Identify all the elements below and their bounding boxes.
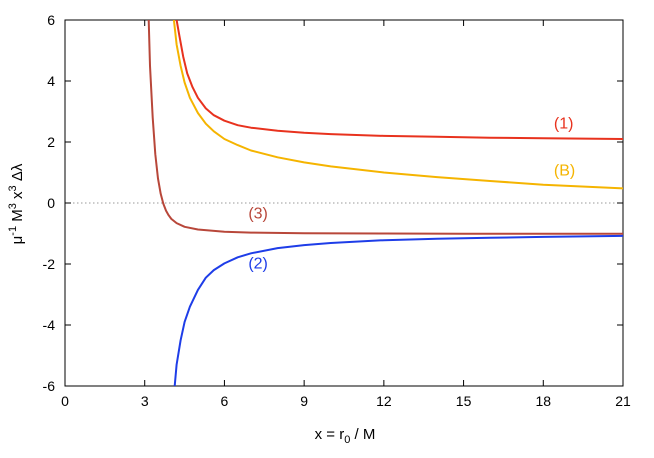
y-axis-title-p4: Δλ <box>9 163 26 185</box>
x-tick-label: 12 <box>376 393 392 409</box>
plot-area <box>64 19 624 387</box>
series-label-2: (B) <box>554 163 575 180</box>
y-axis-title-p2: M <box>9 209 26 226</box>
y-axis-title-s3: 3 <box>7 185 19 191</box>
x-tick-label: 18 <box>535 393 551 409</box>
y-tick-label: 2 <box>47 134 55 150</box>
y-axis-title-p1: μ <box>9 236 26 245</box>
x-axis-title-sub: 0 <box>344 434 350 446</box>
y-axis-title: μ-1 M3 x3 Δλ <box>7 163 26 244</box>
axis-ticks: 0 3 6 9 12 15 18 21 -6 -4 -2 0 2 4 6 <box>43 12 631 409</box>
x-tick-label: 3 <box>141 393 149 409</box>
y-axis-title-s2: 3 <box>7 203 19 209</box>
series-line-2 <box>172 20 623 190</box>
x-tick-label: 15 <box>456 393 472 409</box>
x-tick-label: 0 <box>61 393 69 409</box>
x-tick-label: 6 <box>221 393 229 409</box>
series-label-4: (2) <box>248 256 268 273</box>
y-tick-label: 6 <box>47 12 55 28</box>
series-layer <box>147 20 623 386</box>
series-line-4 <box>173 234 623 386</box>
y-tick-label: 4 <box>47 73 55 89</box>
y-tick-label: -2 <box>43 256 56 272</box>
x-axis-title-main: x = r <box>315 426 345 443</box>
y-axis-title-p3: x <box>9 191 26 203</box>
series-label-3: (3) <box>248 205 268 222</box>
x-tick-label: 21 <box>615 393 631 409</box>
y-tick-label: -4 <box>43 317 56 333</box>
y-axis-title-s1: -1 <box>7 226 19 236</box>
x-tick-label: 9 <box>300 393 308 409</box>
x-axis-title-tail: / M <box>350 426 375 443</box>
series-line-1 <box>175 20 623 140</box>
series-labels: (1) (B) (3) (2) <box>248 115 575 272</box>
y-tick-label: -6 <box>43 378 56 394</box>
x-axis-title: x = r0 / M <box>315 426 376 446</box>
series-line-3 <box>147 20 623 235</box>
series-label-1: (1) <box>554 115 574 132</box>
y-tick-label: 0 <box>47 195 55 211</box>
